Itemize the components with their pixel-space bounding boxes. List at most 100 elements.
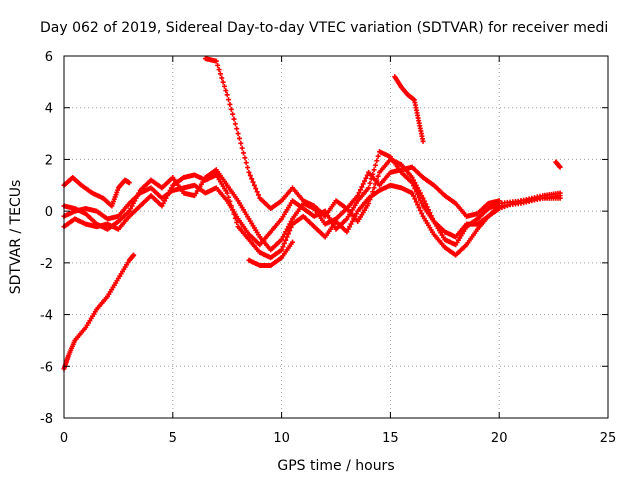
data-point — [411, 183, 417, 189]
data-point — [283, 237, 289, 243]
y-tick-label: -8 — [40, 412, 53, 427]
data-point — [234, 126, 240, 132]
data-point — [351, 216, 357, 222]
data-point — [241, 150, 247, 156]
data-point — [281, 240, 287, 246]
data-point — [420, 138, 426, 144]
data-point — [216, 67, 222, 73]
data-point — [344, 229, 350, 235]
data-point — [287, 228, 293, 234]
series-arc-5 — [61, 149, 563, 248]
data-point — [126, 208, 132, 214]
data-point — [502, 204, 508, 210]
data-point — [224, 190, 230, 196]
data-point — [419, 210, 425, 216]
data-point — [227, 101, 233, 107]
data-point — [250, 179, 256, 185]
data-point — [412, 196, 418, 202]
data-point — [279, 247, 285, 253]
data-point — [215, 62, 221, 68]
data-point — [220, 79, 226, 85]
data-point — [231, 116, 237, 122]
x-tick-label: 20 — [491, 431, 508, 446]
x-tick-label: 25 — [600, 431, 617, 446]
data-point — [421, 198, 427, 204]
data-point — [409, 180, 415, 186]
series-arc-9 — [553, 159, 563, 170]
data-point — [371, 185, 377, 191]
y-axis-title: SDTVAR / TECUs — [8, 180, 24, 295]
data-point — [359, 184, 365, 190]
data-point — [419, 200, 425, 206]
data-point — [245, 165, 251, 171]
x-tick-label: 10 — [273, 431, 290, 446]
data-point — [235, 131, 241, 137]
data-point — [367, 180, 373, 186]
data-point — [280, 244, 286, 250]
grid — [64, 56, 608, 418]
data-point — [557, 164, 563, 170]
data-point — [289, 239, 295, 245]
y-tick-label: 0 — [45, 205, 53, 220]
axes: 0 5 10 15 20 25 -8 -6 -4 -2 0 2 4 6 — [40, 50, 616, 446]
y-tick-label: -4 — [40, 309, 53, 324]
data-point — [246, 169, 252, 175]
data-point — [254, 189, 260, 195]
data-point — [355, 193, 361, 199]
data-point — [239, 145, 245, 151]
data-point — [409, 190, 415, 196]
data-point — [288, 224, 294, 230]
y-tick-label: -2 — [40, 257, 53, 272]
data-point — [504, 203, 510, 209]
data-point — [366, 185, 372, 191]
data-point — [243, 160, 249, 166]
data-point — [420, 195, 426, 201]
data-point — [162, 198, 168, 204]
data-marks — [61, 56, 563, 372]
data-point — [349, 218, 355, 224]
data-point — [345, 226, 351, 232]
data-point — [357, 187, 363, 193]
data-point — [557, 193, 563, 199]
data-point — [424, 204, 430, 210]
data-point — [348, 221, 354, 227]
data-point — [236, 135, 242, 141]
chart-title: Day 062 of 2019, Sidereal Day-to-day VTE… — [40, 20, 608, 36]
data-point — [284, 234, 290, 240]
x-tick-label: 0 — [60, 431, 68, 446]
y-tick-label: 2 — [45, 153, 53, 168]
data-point — [228, 106, 234, 112]
data-point — [219, 75, 225, 81]
data-point — [159, 203, 165, 209]
data-point — [419, 193, 425, 199]
series-arc-2 — [61, 175, 132, 209]
data-point — [160, 200, 166, 206]
data-point — [416, 205, 422, 211]
data-point — [249, 176, 255, 182]
data-point — [413, 199, 419, 205]
series-arc-1 — [61, 252, 137, 372]
data-point — [131, 252, 137, 258]
x-tick-label: 5 — [169, 431, 177, 446]
data-point — [242, 155, 248, 161]
data-point — [283, 229, 289, 235]
data-point — [423, 201, 429, 207]
data-point — [515, 199, 521, 205]
data-point — [217, 71, 223, 77]
data-point — [411, 193, 417, 199]
data-point — [496, 198, 502, 204]
data-point — [247, 173, 253, 179]
data-point — [499, 205, 505, 211]
data-point — [415, 191, 421, 197]
y-tick-label: -6 — [40, 360, 53, 375]
data-point — [416, 194, 422, 200]
data-point — [226, 97, 232, 103]
data-point — [238, 140, 244, 146]
y-tick-label: 4 — [45, 102, 53, 117]
data-point — [224, 92, 230, 98]
data-point — [253, 186, 259, 192]
data-point — [284, 226, 290, 232]
series-arc-8 — [246, 239, 295, 268]
data-point — [347, 224, 353, 230]
